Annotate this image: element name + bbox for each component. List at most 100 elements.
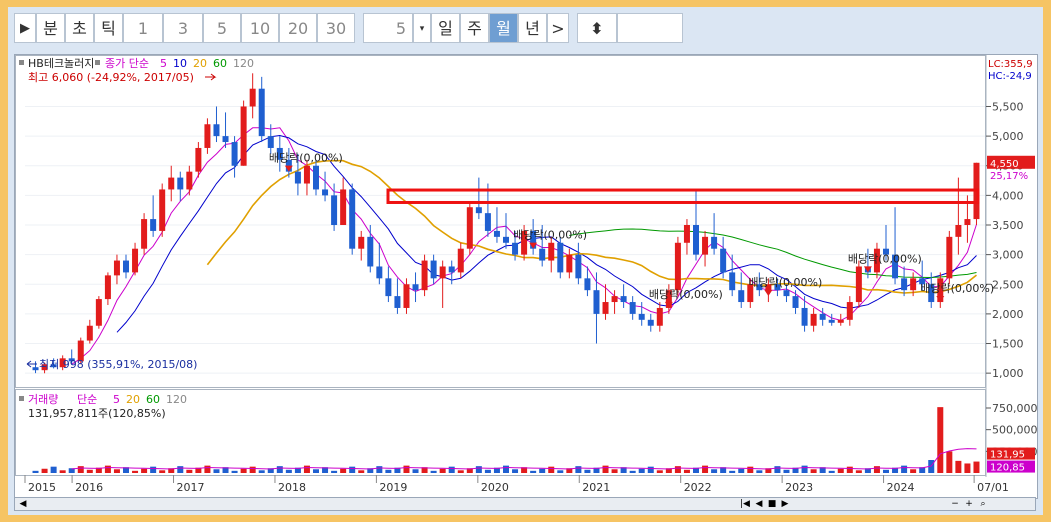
prev-icon[interactable]: ◀ (755, 499, 763, 509)
tick-button[interactable]: 틱 (94, 13, 123, 43)
candle-body (873, 248, 880, 273)
volume-bar (557, 470, 564, 473)
candle-body (910, 278, 917, 291)
scroll-bar[interactable]: ◀ |◀ ◀ ■ ▶ − + ⌕ (14, 497, 1036, 511)
volume-tag2: 120,85 (990, 463, 1025, 474)
stop-icon[interactable]: ■ (767, 499, 777, 509)
next-icon[interactable]: ▶ (781, 499, 789, 509)
volume-bar (457, 470, 464, 473)
volume-bar (629, 470, 636, 473)
candle-body (484, 213, 491, 231)
volume-bar (828, 470, 835, 473)
chart-area[interactable]: 1,0001,5002,0002,5003,0003,5004,0004,500… (14, 54, 1038, 499)
candle-body (159, 189, 166, 231)
interval-5-button[interactable]: 5 (203, 13, 241, 43)
candle-body (512, 242, 519, 255)
volume-bar (59, 470, 66, 473)
next-button[interactable]: > (547, 13, 569, 43)
volume-bar (548, 466, 555, 473)
candle-body (457, 248, 464, 273)
minute-button[interactable]: 분 (36, 13, 65, 43)
candle-body (141, 219, 148, 249)
x-tick-label: 2018 (278, 481, 306, 494)
blank-input[interactable] (617, 13, 683, 43)
play-button[interactable]: ▶ (14, 13, 36, 43)
ma-line-20 (206, 159, 977, 294)
interval-10-button[interactable]: 10 (241, 13, 279, 43)
high-label: 최고 6,060 (-24,92%, 2017/05) (28, 71, 194, 84)
volume-bar (313, 469, 319, 473)
period-day-button[interactable]: 일 (431, 13, 460, 43)
ma-period: 20 (193, 57, 207, 70)
first-icon[interactable]: |◀ (740, 499, 750, 509)
volume-title: 거래량 (28, 393, 58, 406)
volume-bar (901, 465, 908, 473)
hc-label: HC:-24,9 (988, 71, 1032, 82)
volume-bar (584, 469, 591, 473)
low-arrow-icon (26, 360, 37, 368)
volume-bar (774, 466, 781, 473)
volume-ma-period: 5 (113, 393, 120, 406)
zoom-in-icon[interactable]: + (965, 499, 973, 509)
stock-name: HB테크놀러지 (28, 57, 94, 70)
volume-bar (855, 470, 862, 473)
period-month-button[interactable]: 월 (489, 13, 518, 43)
candle-body (620, 296, 627, 303)
volume-bar (195, 467, 202, 473)
volume-value: 131,957,811주(120,85%) (28, 407, 166, 420)
volume-bar (711, 469, 718, 473)
volume-bar (846, 466, 853, 473)
search-icon[interactable]: ⌕ (980, 499, 986, 509)
dividend-marker (936, 295, 945, 302)
volume-bar (159, 470, 166, 473)
zoom-out-icon[interactable]: − (951, 499, 959, 509)
volume-tag2-bg (987, 460, 1035, 473)
dividend-label: 배당락(0,00%) (513, 229, 587, 242)
volume-bar (331, 470, 338, 473)
volume-bar (792, 467, 799, 473)
volume-bar (358, 470, 365, 473)
volume-bar (638, 468, 645, 473)
candle-body (729, 272, 736, 291)
interval-3-button[interactable]: 3 (163, 13, 203, 43)
scroll-left-icon[interactable]: ◀ (19, 499, 27, 509)
candle-body (964, 219, 971, 225)
candle-body (548, 242, 555, 261)
period-year-button[interactable]: 년 (518, 13, 547, 43)
candle-body (358, 236, 365, 249)
volume-pane-frame (15, 389, 986, 476)
candle-body (837, 319, 844, 323)
move-icon[interactable]: ⬍ (577, 13, 617, 43)
chevron-down-icon[interactable]: ▾ (413, 13, 431, 43)
candle-body (448, 266, 455, 273)
candle-body (195, 147, 202, 172)
price-tag: 4,550 (990, 159, 1019, 170)
volume-bar (150, 466, 157, 473)
volume-ma-period: 120 (166, 393, 187, 406)
candle-body (150, 219, 157, 231)
volume-bar (539, 468, 546, 473)
volume-bar (376, 466, 383, 473)
volume-bar (837, 468, 844, 473)
interval-30-button[interactable]: 30 (317, 13, 355, 43)
volume-bar (656, 470, 663, 473)
candle-body (774, 284, 781, 291)
candle-body (68, 358, 75, 362)
candle-body (367, 236, 374, 267)
interval-1-button[interactable]: 1 (123, 13, 163, 43)
x-tick-label: 2015 (28, 481, 56, 494)
candle-body (123, 260, 129, 273)
volume-bar (168, 468, 175, 473)
volume-bar (683, 469, 690, 473)
interval-20-button[interactable]: 20 (279, 13, 317, 43)
second-button[interactable]: 초 (65, 13, 94, 43)
candle-body (168, 177, 175, 190)
candle-body (86, 325, 93, 341)
resistance-box (386, 188, 980, 204)
candle-body (376, 266, 383, 279)
volume-bar (521, 467, 528, 473)
period-week-button[interactable]: 주 (460, 13, 489, 43)
volume-bar (240, 468, 247, 473)
count-input[interactable]: 5 (363, 13, 413, 43)
candle-body (720, 248, 727, 273)
